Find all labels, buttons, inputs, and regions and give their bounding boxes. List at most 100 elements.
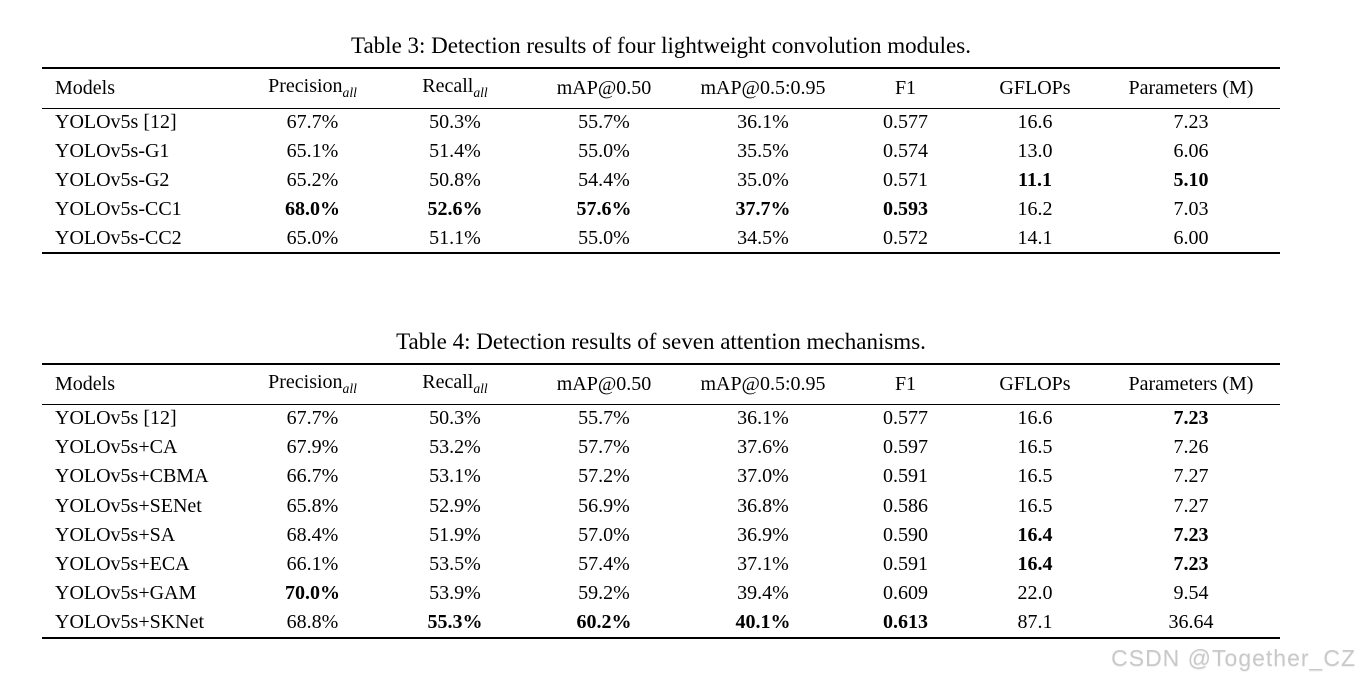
- value-cell: 16.4: [1017, 553, 1053, 576]
- value-cell: 36.1%: [737, 111, 789, 134]
- model-name-cell: YOLOv5s+SA: [55, 523, 176, 546]
- table3-caption: Table 3: Detection results of four light…: [351, 33, 971, 58]
- table-row: YOLOv5s+SA 68.4% 51.9% 57.0% 36.9% 0.590 16.4 7…: [42, 521, 1280, 550]
- header-row: Models Precisionall Recallall mAP@0.50 mAP@0…: [42, 364, 1280, 404]
- value-cell: 16.4: [1017, 523, 1053, 546]
- table-row: YOLOv5s+SENet 65.8% 52.9% 56.9% 36.8% 0.586 16…: [42, 492, 1280, 521]
- header-subscript: all: [342, 85, 357, 101]
- value-cell: 57.0%: [578, 523, 630, 546]
- value-cell: 35.5%: [737, 140, 789, 162]
- model-name-cell: YOLOv5s-CC1: [55, 198, 182, 220]
- value-cell: 0.591: [883, 465, 928, 488]
- value-cell: 0.577: [883, 407, 928, 430]
- value-cell: 39.4%: [737, 582, 789, 605]
- value-cell: 37.7%: [735, 198, 791, 220]
- model-name-cell: YOLOv5s+GAM: [55, 582, 197, 605]
- value-cell: 22.0: [1017, 582, 1053, 605]
- table4-body: YOLOv5s [12] 67.7% 50.3% 55.7% 36.1% 0.577 16.…: [42, 404, 1280, 638]
- value-cell: 55.7%: [578, 111, 630, 134]
- table-row: YOLOv5s-CC1 68.0% 52.6% 57.6% 37.7% 0.593 16.2…: [42, 195, 1280, 224]
- model-name-cell: YOLOv5s+CBMA: [55, 465, 209, 488]
- table3-body: YOLOv5s [12] 67.7% 50.3% 55.7% 36.1% 0.577 16.…: [42, 108, 1280, 253]
- table4-caption: Table 4: Detection results of seven atte…: [396, 329, 926, 354]
- value-cell: 0.609: [883, 582, 928, 605]
- table-row: YOLOv5s [12] 67.7% 50.3% 55.7% 36.1% 0.577 16.…: [42, 108, 1280, 137]
- column-header: Precisionall: [268, 75, 357, 101]
- column-header: Parameters (M): [1128, 372, 1254, 395]
- value-cell: 67.7%: [286, 407, 339, 430]
- value-cell: 11.1: [1018, 169, 1052, 191]
- model-name-cell: YOLOv5s+ECA: [55, 553, 190, 576]
- value-cell: 57.2%: [578, 465, 630, 488]
- value-cell: 7.27: [1173, 494, 1209, 517]
- table-row: YOLOv5s+CA 67.9% 53.2% 57.7% 37.6% 0.597 16.5 7…: [42, 433, 1280, 462]
- value-cell: 67.9%: [286, 436, 339, 459]
- value-cell: 66.7%: [286, 465, 339, 488]
- value-cell: 16.6: [1017, 111, 1053, 134]
- value-cell: 36.9%: [737, 523, 789, 546]
- table-row: YOLOv5s+GAM 70.0% 53.9% 59.2% 39.4% 0.609 22.0…: [42, 579, 1280, 608]
- value-cell: 54.4%: [578, 169, 630, 191]
- value-cell: 16.5: [1017, 465, 1053, 488]
- value-cell: 56.9%: [578, 494, 630, 517]
- value-cell: 55.0%: [578, 140, 630, 162]
- column-header: Models: [55, 76, 115, 99]
- value-cell: 0.574: [883, 140, 928, 162]
- value-cell: 60.2%: [576, 610, 632, 633]
- table-row: YOLOv5s-CC2 65.0% 51.1% 55.0% 34.5% 0.572 14.1…: [42, 224, 1280, 253]
- model-name-cell: YOLOv5s-G2: [55, 169, 170, 191]
- value-cell: 5.10: [1173, 169, 1209, 191]
- value-cell: 65.2%: [286, 169, 339, 191]
- model-name-cell: YOLOv5s [12]: [55, 407, 177, 430]
- value-cell: 51.4%: [429, 140, 481, 162]
- header-subscript: all: [473, 381, 488, 397]
- model-name-cell: YOLOv5s-CC2: [55, 226, 182, 249]
- value-cell: 68.4%: [286, 523, 339, 546]
- column-header: Models: [55, 372, 115, 395]
- value-cell: 7.23: [1173, 553, 1209, 576]
- value-cell: 87.1: [1017, 610, 1053, 633]
- value-cell: 57.7%: [578, 436, 630, 459]
- value-cell: 57.4%: [578, 553, 630, 576]
- value-cell: 6.00: [1173, 226, 1209, 249]
- value-cell: 67.7%: [286, 111, 339, 134]
- value-cell: 65.8%: [286, 494, 339, 517]
- value-cell: 7.23: [1173, 111, 1209, 134]
- value-cell: 68.8%: [286, 610, 339, 633]
- value-cell: 13.0: [1017, 140, 1053, 162]
- header-row: Models Precisionall Recallall mAP@0.50 mAP@0…: [42, 68, 1280, 108]
- value-cell: 55.3%: [427, 610, 483, 633]
- value-cell: 40.1%: [735, 610, 791, 633]
- value-cell: 53.1%: [429, 465, 481, 488]
- column-header: mAP@0.5:0.95: [700, 372, 826, 395]
- value-cell: 16.5: [1017, 494, 1053, 517]
- value-cell: 51.1%: [429, 226, 481, 249]
- value-cell: 55.0%: [578, 226, 630, 249]
- value-cell: 37.0%: [737, 465, 789, 488]
- value-cell: 50.3%: [429, 407, 481, 430]
- column-header: mAP@0.5:0.95: [700, 76, 826, 99]
- value-cell: 0.590: [883, 523, 928, 546]
- model-name-cell: YOLOv5s [12]: [55, 111, 177, 134]
- value-cell: 65.1%: [286, 140, 339, 162]
- column-header: Precisionall: [268, 371, 357, 397]
- value-cell: 55.7%: [578, 407, 630, 430]
- value-cell: 16.5: [1017, 436, 1053, 459]
- value-cell: 9.54: [1173, 582, 1209, 605]
- value-cell: 7.03: [1173, 198, 1209, 220]
- column-header: Parameters (M): [1128, 76, 1254, 99]
- value-cell: 7.27: [1173, 465, 1209, 488]
- value-cell: 66.1%: [286, 553, 339, 576]
- table-row: YOLOv5s+SKNet 68.8% 55.3% 60.2% 40.1% 0.613 87…: [42, 608, 1280, 637]
- column-header: GFLOPs: [999, 372, 1071, 395]
- value-cell: 0.572: [883, 226, 928, 249]
- table3-header: Models Precisionall Recallall mAP@0.50 mAP@0…: [42, 68, 1280, 108]
- value-cell: 53.5%: [429, 553, 481, 576]
- value-cell: 53.9%: [429, 582, 481, 605]
- value-cell: 37.6%: [737, 436, 789, 459]
- value-cell: 50.3%: [429, 111, 481, 134]
- value-cell: 16.6: [1017, 407, 1053, 430]
- value-cell: 0.586: [883, 494, 928, 517]
- value-cell: 36.64: [1168, 610, 1214, 633]
